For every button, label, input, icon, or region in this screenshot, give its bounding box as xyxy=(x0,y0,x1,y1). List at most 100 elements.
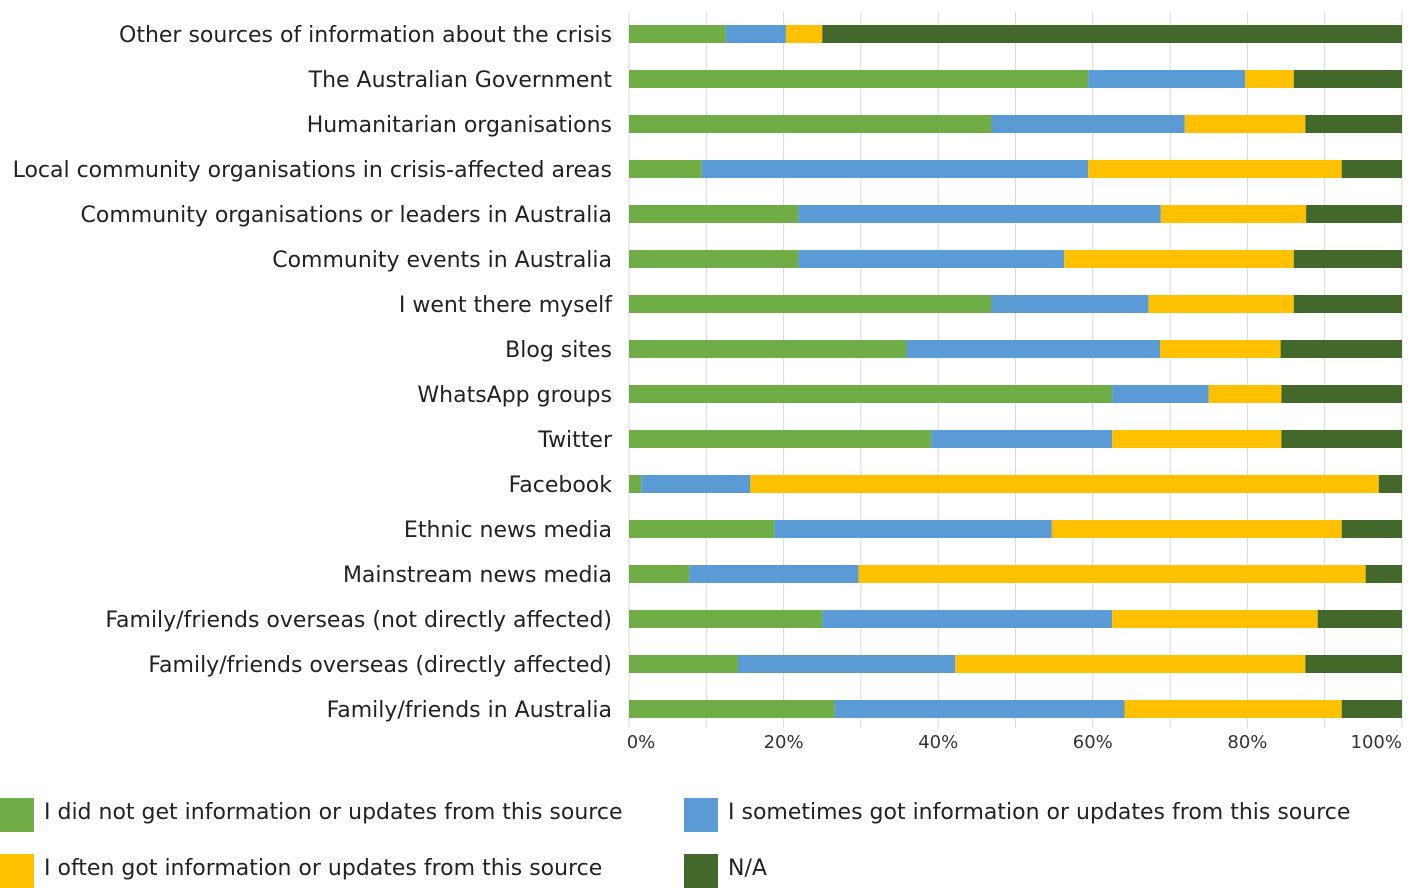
bar-segment xyxy=(1112,385,1209,403)
bar-segment xyxy=(737,655,956,673)
bar-segment xyxy=(1088,160,1342,178)
bar-segment xyxy=(725,25,786,43)
category-label: Family/friends overseas (not directly af… xyxy=(105,608,612,633)
bar-segment xyxy=(1280,340,1402,358)
category-label: Family/friends overseas (directly affect… xyxy=(148,653,612,678)
category-label: The Australian Government xyxy=(308,68,613,93)
category-label: Community events in Australia xyxy=(272,248,612,273)
category-label: I went there myself xyxy=(399,293,613,318)
legend-item-na: N/A xyxy=(684,854,767,888)
bar-segment xyxy=(1305,115,1402,133)
bar-segment xyxy=(858,565,1366,583)
bar-segment xyxy=(1112,610,1318,628)
category-label: Blog sites xyxy=(505,338,612,363)
bar-segment xyxy=(798,250,1065,268)
bar-segment xyxy=(1184,115,1306,133)
bar-segment xyxy=(629,115,992,133)
bar-segment xyxy=(629,25,726,43)
bar-segment xyxy=(689,565,859,583)
bar-segment xyxy=(834,700,1125,718)
bar-segment xyxy=(1160,205,1307,223)
bar-segment xyxy=(629,430,932,448)
category-label: Twitter xyxy=(537,428,613,453)
bar-segment xyxy=(629,250,799,268)
bar-segment xyxy=(1378,475,1402,493)
category-label: WhatsApp groups xyxy=(417,383,612,408)
x-axis-tick-labels: 0% 20% 40% 60% 80% 100% xyxy=(627,732,1402,750)
legend-swatch xyxy=(684,798,718,832)
bar-segment xyxy=(1064,250,1294,268)
stacked-bar-chart: Other sources of information about the c… xyxy=(13,12,1403,750)
legend-swatch xyxy=(0,798,34,832)
bar-segment xyxy=(629,520,775,538)
x-tick-label: 100% xyxy=(1351,732,1402,750)
legend-label: N/A xyxy=(728,856,767,881)
bar-segment xyxy=(822,25,1402,43)
bar-segment xyxy=(1088,70,1246,88)
bar-segment xyxy=(1112,430,1282,448)
category-label: Facebook xyxy=(509,473,613,498)
legend: I did not get information or updates fro… xyxy=(0,790,1408,888)
bar-segment xyxy=(955,655,1306,673)
legend-item-not-get: I did not get information or updates fro… xyxy=(0,798,622,832)
category-label: Local community organisations in crisis-… xyxy=(13,158,612,183)
bar-segment xyxy=(906,340,1161,358)
bar-segment xyxy=(822,610,1113,628)
bar-segment xyxy=(629,655,738,673)
category-label: Other sources of information about the c… xyxy=(119,23,612,48)
x-tick-label: 20% xyxy=(764,732,804,750)
bar-segment xyxy=(629,205,799,223)
legend-label: I sometimes got information or updates f… xyxy=(728,800,1351,825)
bar-segment xyxy=(1341,160,1402,178)
legend-item-often: I often got information or updates from … xyxy=(0,854,602,888)
bar-segment xyxy=(1208,385,1282,403)
bar-segment xyxy=(1341,520,1402,538)
bar-segment xyxy=(629,385,1113,403)
bar-segment xyxy=(1124,700,1342,718)
bar-segment xyxy=(1306,205,1402,223)
x-tick-label: 60% xyxy=(1073,732,1113,750)
bar-segment xyxy=(1365,565,1402,583)
bar-segment xyxy=(774,520,1052,538)
category-label: Ethnic news media xyxy=(404,518,612,543)
x-tick-label: 80% xyxy=(1227,732,1267,750)
bar-segment xyxy=(1305,655,1402,673)
category-labels: Other sources of information about the c… xyxy=(13,23,614,723)
bar-segment xyxy=(629,475,642,493)
bar-segment xyxy=(641,475,751,493)
bar-segment xyxy=(1245,70,1294,88)
bar-segment xyxy=(1293,70,1402,88)
bar-segment xyxy=(931,430,1113,448)
category-label: Mainstream news media xyxy=(343,563,612,588)
bar-segment xyxy=(991,115,1185,133)
category-label: Community organisations or leaders in Au… xyxy=(81,203,612,228)
bar-segment xyxy=(1281,385,1402,403)
bar-segment xyxy=(629,340,907,358)
bar-segment xyxy=(629,700,835,718)
bar-segment xyxy=(629,70,1089,88)
bar-segment xyxy=(629,610,823,628)
legend-label: I often got information or updates from … xyxy=(44,856,603,881)
legend-swatch xyxy=(684,854,718,888)
bar-segment xyxy=(629,565,690,583)
bar-segment xyxy=(629,160,702,178)
legend-item-sometimes: I sometimes got information or updates f… xyxy=(684,798,1350,832)
legend-swatch xyxy=(0,854,34,888)
bar-segment xyxy=(1148,295,1294,313)
category-label: Humanitarian organisations xyxy=(307,113,612,138)
bar-segment xyxy=(798,205,1161,223)
bar-segment xyxy=(991,295,1149,313)
bar-segment xyxy=(1293,250,1402,268)
bar-segment xyxy=(1160,340,1281,358)
bar-segment xyxy=(1051,520,1342,538)
bar-segment xyxy=(1341,700,1402,718)
bar-segment xyxy=(785,25,823,43)
bar-segment xyxy=(701,160,1089,178)
bar-segment xyxy=(1317,610,1402,628)
bar-segment xyxy=(629,295,992,313)
bars xyxy=(629,25,1402,718)
x-tick-label: 0% xyxy=(627,732,656,750)
bar-segment xyxy=(1293,295,1402,313)
x-tick-label: 40% xyxy=(918,732,958,750)
bar-segment xyxy=(750,475,1379,493)
